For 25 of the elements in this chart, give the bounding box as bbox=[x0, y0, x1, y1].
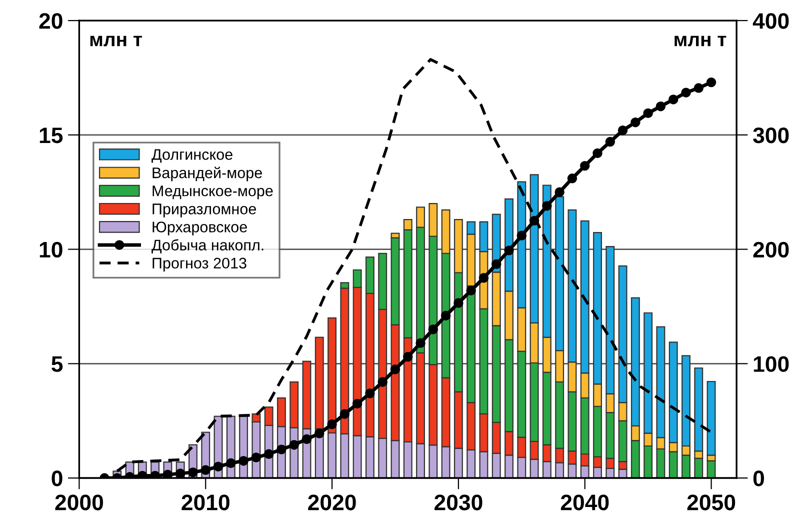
y-tick-label: 0 bbox=[52, 470, 62, 486]
x-tick-label: 2010 bbox=[182, 494, 230, 510]
y2-tick-label: 400 bbox=[752, 13, 789, 29]
y2-tick-label: 0 bbox=[753, 470, 764, 486]
x-tick-label: 2050 bbox=[687, 494, 736, 510]
y2-tick-label: 100 bbox=[754, 356, 789, 372]
legend-label: Юрхаровское bbox=[152, 222, 247, 236]
y2-tick-label: 300 bbox=[753, 127, 789, 144]
legend-label: Прогноз 2013 bbox=[152, 258, 246, 272]
annotation: млн т bbox=[90, 36, 142, 46]
y-tick-label: 15 bbox=[40, 128, 63, 144]
legend-label: Приразломное bbox=[152, 204, 256, 218]
y-tick-label: 20 bbox=[39, 13, 62, 29]
x-tick-label: 2040 bbox=[560, 494, 609, 510]
legend-label: Долгинское bbox=[152, 149, 232, 163]
legend-label: Медынское-море bbox=[152, 186, 273, 200]
legend-label: Варандей-море bbox=[152, 166, 262, 182]
y-tick-label: 10 bbox=[40, 242, 62, 258]
x-tick-label: 2020 bbox=[308, 494, 356, 510]
x-tick-label: 2000 bbox=[55, 494, 104, 510]
y-tick-label: 5 bbox=[52, 356, 63, 372]
x-tick-label: 2030 bbox=[434, 494, 482, 510]
legend-label: Добыча накопл. bbox=[152, 239, 264, 254]
annotation: млн т bbox=[674, 36, 726, 46]
y2-tick-label: 200 bbox=[753, 242, 789, 258]
